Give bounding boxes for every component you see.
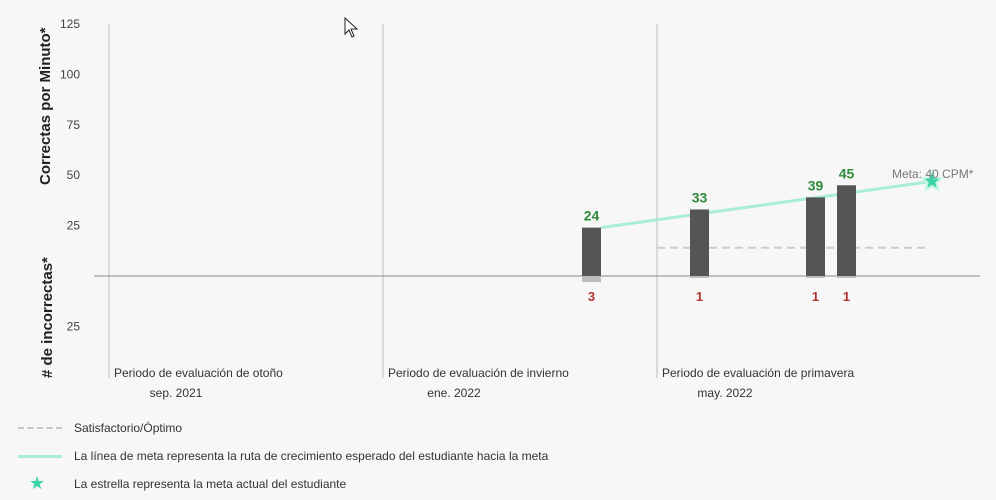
incorrect-value-label: 1 [696, 289, 703, 304]
incorrect-bars [582, 276, 856, 283]
y-tick-label: 125 [60, 17, 80, 31]
y-tick-label: 25 [67, 219, 81, 233]
legend-label-satisfactory: Satisfactorio/Óptimo [74, 421, 183, 435]
incorrect-bar [582, 276, 601, 283]
y-tick-label-incorrect: 25 [67, 319, 81, 333]
y-tick-label: 50 [67, 168, 81, 182]
correct-value-label: 24 [584, 208, 600, 224]
correct-bar [582, 227, 601, 276]
goal-label: Meta: 40 CPM* [892, 167, 974, 181]
y-tick-label: 100 [60, 67, 80, 81]
dashed-line-swatch [18, 421, 62, 435]
incorrect-value-label: 1 [812, 289, 819, 304]
period-date: sep. 2021 [150, 386, 203, 400]
legend-label-goal-line: La línea de meta representa la ruta de c… [74, 449, 549, 463]
correct-bars [582, 185, 856, 276]
legend-item-goal-line: La línea de meta representa la ruta de c… [18, 442, 548, 470]
arrow-cursor-icon [344, 17, 359, 38]
chart: Correctas por Minuto* # de incorrectas* … [37, 17, 980, 400]
star-icon-core [924, 173, 940, 188]
period-date: may. 2022 [697, 386, 752, 400]
goal-line-swatch [18, 449, 62, 463]
value-labels: 24 33 39 45 3 1 1 1 [584, 165, 855, 304]
legend: Satisfactorio/Óptimo La línea de meta re… [18, 414, 548, 498]
y-axis-ticks-correct: 125 100 75 50 25 [60, 17, 80, 233]
legend-item-star: ★ La estrella representa la meta actual … [18, 470, 548, 498]
correct-bar [837, 185, 856, 276]
incorrect-value-label: 3 [588, 289, 595, 304]
incorrect-bar [690, 276, 709, 279]
period-label: Periodo de evaluación de otoño [114, 366, 283, 380]
incorrect-bar [837, 276, 856, 279]
y-axis-title-incorrect: # de incorrectas* [39, 257, 56, 378]
correct-value-label: 45 [839, 165, 855, 181]
goal-line [600, 179, 933, 230]
correct-bar [690, 209, 709, 276]
legend-label-star: La estrella representa la meta actual de… [74, 477, 347, 491]
correct-value-label: 39 [808, 177, 824, 193]
y-axis-ticks-incorrect: 25 [67, 319, 81, 333]
correct-value-label: 33 [692, 189, 708, 205]
period-date: ene. 2022 [427, 386, 481, 400]
y-axis-title-correct: Correctas por Minuto* [37, 27, 54, 185]
correct-bar [806, 197, 825, 276]
period-label: Periodo de evaluación de invierno [388, 366, 569, 380]
incorrect-value-label: 1 [843, 289, 850, 304]
period-labels: Periodo de evaluación de otoño sep. 2021 P… [114, 366, 854, 400]
star-swatch-icon: ★ [29, 473, 46, 493]
legend-item-satisfactory: Satisfactorio/Óptimo [18, 414, 548, 442]
y-tick-label: 75 [67, 118, 81, 132]
incorrect-bar [806, 276, 825, 279]
star-icon [919, 168, 945, 192]
period-label: Periodo de evaluación de primavera [662, 366, 854, 380]
